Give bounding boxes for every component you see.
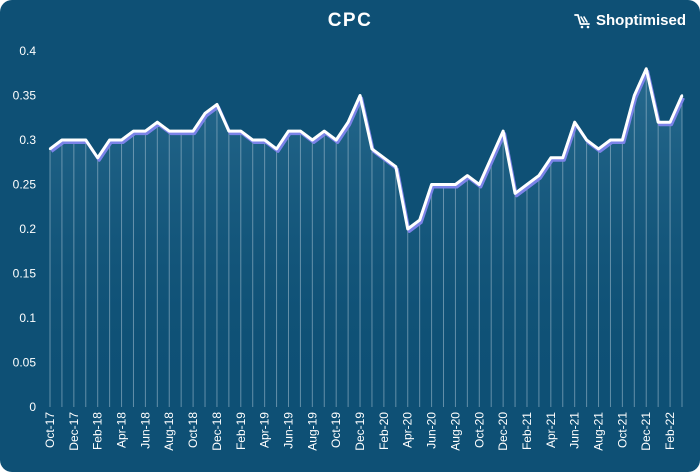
x-tick-label: Feb-20 [377,412,391,450]
x-tick-label: Jun-20 [425,412,439,449]
data-point [132,129,135,133]
series-area [50,68,682,408]
data-point [668,121,672,124]
x-tick-label: Apr-20 [401,412,415,448]
x-tick-label: Feb-19 [234,412,248,450]
data-point [478,183,481,186]
data-point [490,156,493,159]
x-tick-label: Apr-19 [258,412,272,448]
y-tick-label: 0.25 [13,178,37,192]
shopping-cart-icon [574,13,594,29]
data-point [144,129,147,133]
data-point [227,129,231,133]
x-tick-label: Oct-18 [186,412,200,448]
data-point [215,103,219,106]
data-point [60,138,64,142]
data-point [597,147,600,151]
x-tick-label: Feb-22 [663,412,677,450]
x-tick-label: Aug-21 [592,412,606,451]
data-point [72,138,76,142]
x-tick-label: Dec-19 [353,412,367,451]
x-tick-label: Dec-20 [496,412,510,451]
data-point [299,129,302,133]
data-point [656,121,660,124]
data-point [346,121,350,124]
data-point [168,129,171,133]
y-tick-label: 0.1 [19,311,36,325]
data-point [525,183,529,186]
x-tick-label: Dec-17 [67,412,81,451]
y-tick-label: 0.4 [19,44,36,58]
data-point [263,138,266,142]
x-tick-label: Oct-21 [615,412,629,448]
data-point [585,138,588,142]
data-point [442,183,445,186]
x-tick-label: Aug-18 [162,412,176,451]
x-tick-label: Aug-19 [305,412,319,451]
data-point [394,165,398,168]
x-tick-label: Aug-20 [448,412,462,451]
data-point [203,112,207,115]
data-point [311,138,314,142]
y-tick-label: 0 [29,400,36,414]
data-point [549,156,553,159]
data-point [454,183,457,186]
data-point [239,129,242,133]
data-point [191,129,195,133]
data-point [334,138,338,142]
data-point [466,174,469,177]
data-point [645,67,648,71]
data-point [501,129,505,133]
data-point [251,138,254,142]
y-tick-label: 0.15 [13,267,37,281]
data-point [108,138,111,142]
data-point [370,147,374,151]
x-tick-label: Feb-18 [91,412,105,450]
y-tick-label: 0.35 [13,89,37,103]
data-point [84,138,87,142]
data-point [621,138,624,142]
data-point [609,138,612,142]
x-tick-label: Jun-21 [568,412,582,449]
x-tick-label: Apr-18 [115,412,129,448]
x-tick-label: Jun-18 [138,412,152,449]
x-tick-label: Apr-21 [544,412,558,448]
x-tick-label: Jun-19 [281,412,295,449]
data-point [418,218,421,222]
y-tick-label: 0.3 [19,133,36,147]
data-point [275,147,278,151]
data-point [323,129,326,133]
data-point [633,94,636,97]
data-point [179,129,183,133]
x-tick-label: Feb-21 [520,412,534,450]
data-point [358,94,362,97]
data-point [382,156,386,159]
data-point [573,121,576,124]
data-point [406,227,409,231]
x-tick-label: Dec-18 [210,412,224,451]
data-point [48,147,52,151]
data-point [561,156,564,159]
x-tick-label: Oct-20 [472,412,486,448]
data-point [156,121,159,124]
x-tick-label: Oct-17 [43,412,57,448]
x-tick-label: Dec-21 [639,412,653,451]
data-point [96,156,99,159]
chart-title: CPC [327,10,373,31]
data-point [120,138,123,142]
data-point [430,183,433,186]
data-point [680,94,684,97]
data-point [513,192,517,195]
brand-logo: Shoptimised [574,12,686,29]
y-tick-label: 0.05 [13,356,37,370]
y-tick-label: 0.2 [19,222,36,236]
x-tick-label: Oct-19 [329,412,343,448]
series-line [49,67,684,231]
brand-name: Shoptimised [595,12,686,29]
data-point [537,174,541,177]
data-point [287,129,290,133]
